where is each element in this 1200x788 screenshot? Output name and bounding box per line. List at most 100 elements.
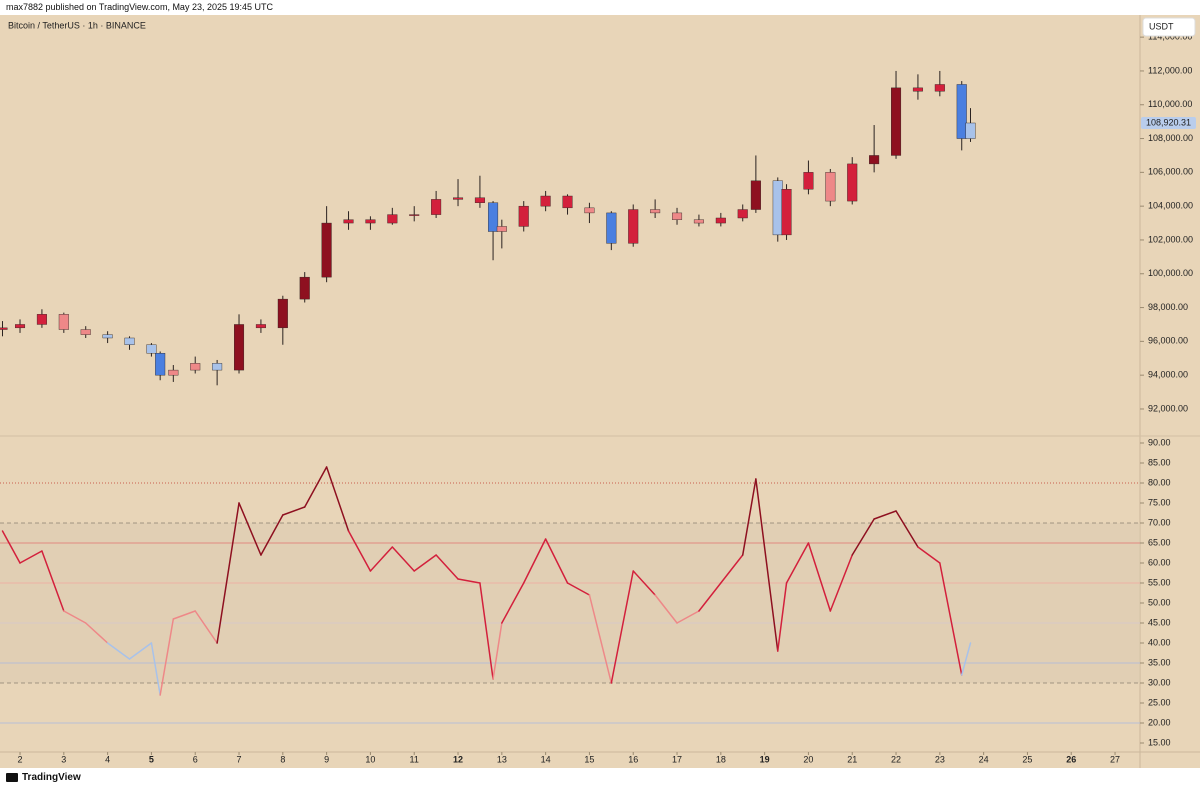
rsi-line xyxy=(566,582,591,596)
rsi-line xyxy=(106,642,131,660)
price-tick-label: 108,000.00 xyxy=(1148,133,1193,143)
rsi-line xyxy=(588,594,613,684)
candle-body xyxy=(584,207,595,214)
footer: TradingView xyxy=(0,768,1200,788)
rsi-line xyxy=(807,542,832,612)
x-tick-label: 22 xyxy=(891,754,901,764)
currency-label: USDT xyxy=(1149,21,1174,31)
x-tick-label: 14 xyxy=(541,754,551,764)
candle-body xyxy=(803,172,814,190)
rsi-tick-label: 70.00 xyxy=(1148,517,1171,527)
candle-body xyxy=(365,219,376,224)
rsi-line xyxy=(785,542,810,584)
candle-body xyxy=(387,214,398,224)
x-tick-label: 13 xyxy=(497,754,507,764)
rsi-line xyxy=(413,554,437,572)
last-price-box xyxy=(1141,116,1196,129)
x-tick-label: 10 xyxy=(365,754,375,764)
rsi-tick-label: 55.00 xyxy=(1148,577,1171,587)
candle-body xyxy=(934,84,945,92)
rsi-line xyxy=(654,594,678,624)
x-tick-label: 12 xyxy=(453,754,463,764)
rsi-line xyxy=(41,550,65,612)
candle-body xyxy=(965,122,976,139)
rsi-line xyxy=(238,502,262,556)
rsi-line xyxy=(303,466,328,508)
candle-body xyxy=(255,324,266,329)
rsi-line xyxy=(960,642,972,676)
rsi-tick-label: 25.00 xyxy=(1148,697,1171,707)
x-tick-label: 19 xyxy=(760,754,770,764)
rsi-line xyxy=(150,642,161,696)
rsi-line xyxy=(829,554,853,612)
rsi-line xyxy=(720,554,744,584)
rsi-line xyxy=(435,554,459,580)
rsi-tick-label: 40.00 xyxy=(1148,637,1171,647)
rsi-line xyxy=(84,622,109,644)
candle-body xyxy=(14,324,26,329)
price-tick-label: 114,000.00 xyxy=(1148,32,1192,42)
rsi-line xyxy=(741,478,757,556)
publish-bar: max7882 published on TradingView.com, Ma… xyxy=(0,0,1200,15)
rsi-line xyxy=(895,510,919,548)
candle-body xyxy=(124,337,135,345)
candle-body xyxy=(102,334,113,339)
last-price-label: 108,920.31 xyxy=(1146,117,1191,127)
price-tick-label: 106,000.00 xyxy=(1148,167,1193,177)
x-tick-label: 8 xyxy=(280,754,285,764)
rsi-tick-label: 45.00 xyxy=(1148,617,1171,627)
candle-body xyxy=(825,172,836,202)
candle-body xyxy=(562,195,573,209)
candle-body xyxy=(431,199,442,215)
candle-body xyxy=(737,209,748,219)
x-tick-label: 25 xyxy=(1022,754,1032,764)
x-tick-label: 2 xyxy=(18,754,23,764)
price-tick-label: 104,000.00 xyxy=(1148,201,1193,211)
rsi-tick-label: 50.00 xyxy=(1148,597,1171,607)
rsi-line xyxy=(391,546,415,572)
rsi-line xyxy=(632,570,656,596)
candle-body xyxy=(672,212,683,220)
candle-body xyxy=(277,298,288,329)
rsi-line xyxy=(282,506,306,516)
candle-body xyxy=(496,226,507,232)
x-tick-label: 5 xyxy=(149,754,154,764)
rsi-line xyxy=(501,582,525,624)
candle-body xyxy=(474,197,485,203)
rsi-tick-label: 60.00 xyxy=(1148,557,1171,567)
rsi-line xyxy=(522,538,547,584)
rsi-line xyxy=(544,538,569,584)
rsi-tick-label: 30.00 xyxy=(1148,677,1171,687)
rsi-tick-label: 75.00 xyxy=(1148,497,1171,507)
rsi-tick-label: 20.00 xyxy=(1148,717,1171,727)
candle-body xyxy=(715,217,726,224)
x-tick-label: 27 xyxy=(1110,754,1120,764)
candle-body xyxy=(0,327,8,330)
x-tick-label: 21 xyxy=(847,754,857,764)
x-tick-label: 7 xyxy=(237,754,242,764)
rsi-tick-label: 65.00 xyxy=(1148,537,1171,547)
x-tick-label: 24 xyxy=(979,754,989,764)
candle-body xyxy=(36,314,47,325)
axis-bg xyxy=(1140,15,1200,768)
candle-body xyxy=(912,87,923,92)
rsi-line xyxy=(159,618,175,696)
candle-body xyxy=(155,352,166,376)
rsi-line xyxy=(479,582,494,680)
candle-body xyxy=(299,276,310,300)
candle-body xyxy=(650,209,661,214)
x-tick-label: 26 xyxy=(1066,754,1076,764)
rsi-line xyxy=(457,578,481,584)
x-tick-label: 17 xyxy=(672,754,682,764)
candle-body xyxy=(956,84,967,139)
rsi-line xyxy=(777,582,788,652)
candle-body xyxy=(58,314,69,330)
rsi-line xyxy=(610,570,634,684)
x-tick-label: 15 xyxy=(584,754,594,764)
x-tick-label: 3 xyxy=(61,754,66,764)
candle-body xyxy=(488,202,499,232)
candle-body xyxy=(146,344,157,354)
candle-body xyxy=(343,219,354,224)
x-tick-label: 23 xyxy=(935,754,945,764)
